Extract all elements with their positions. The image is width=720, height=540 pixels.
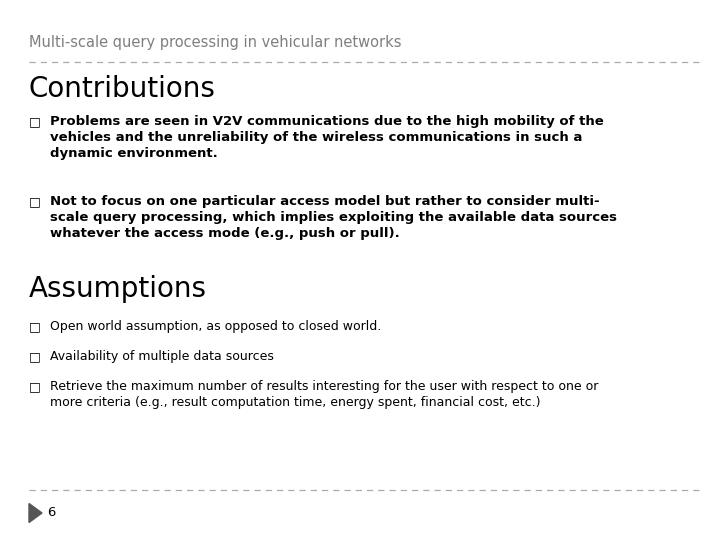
Text: Open world assumption, as opposed to closed world.: Open world assumption, as opposed to clo… [50, 320, 382, 333]
Text: □: □ [29, 320, 41, 333]
Text: □: □ [29, 350, 41, 363]
Text: Not to focus on one particular access model but rather to consider multi-
scale : Not to focus on one particular access mo… [50, 195, 617, 240]
Text: Availability of multiple data sources: Availability of multiple data sources [50, 350, 274, 363]
Text: 6: 6 [47, 507, 55, 519]
Text: Retrieve the maximum number of results interesting for the user with respect to : Retrieve the maximum number of results i… [50, 380, 598, 409]
Polygon shape [29, 503, 42, 523]
Text: Problems are seen in V2V communications due to the high mobility of the
vehicles: Problems are seen in V2V communications … [50, 115, 604, 160]
Text: □: □ [29, 380, 41, 393]
Text: Assumptions: Assumptions [29, 275, 207, 303]
Text: Multi-scale query processing in vehicular networks: Multi-scale query processing in vehicula… [29, 35, 402, 50]
Text: Contributions: Contributions [29, 75, 216, 103]
Text: □: □ [29, 195, 41, 208]
Text: □: □ [29, 115, 41, 128]
